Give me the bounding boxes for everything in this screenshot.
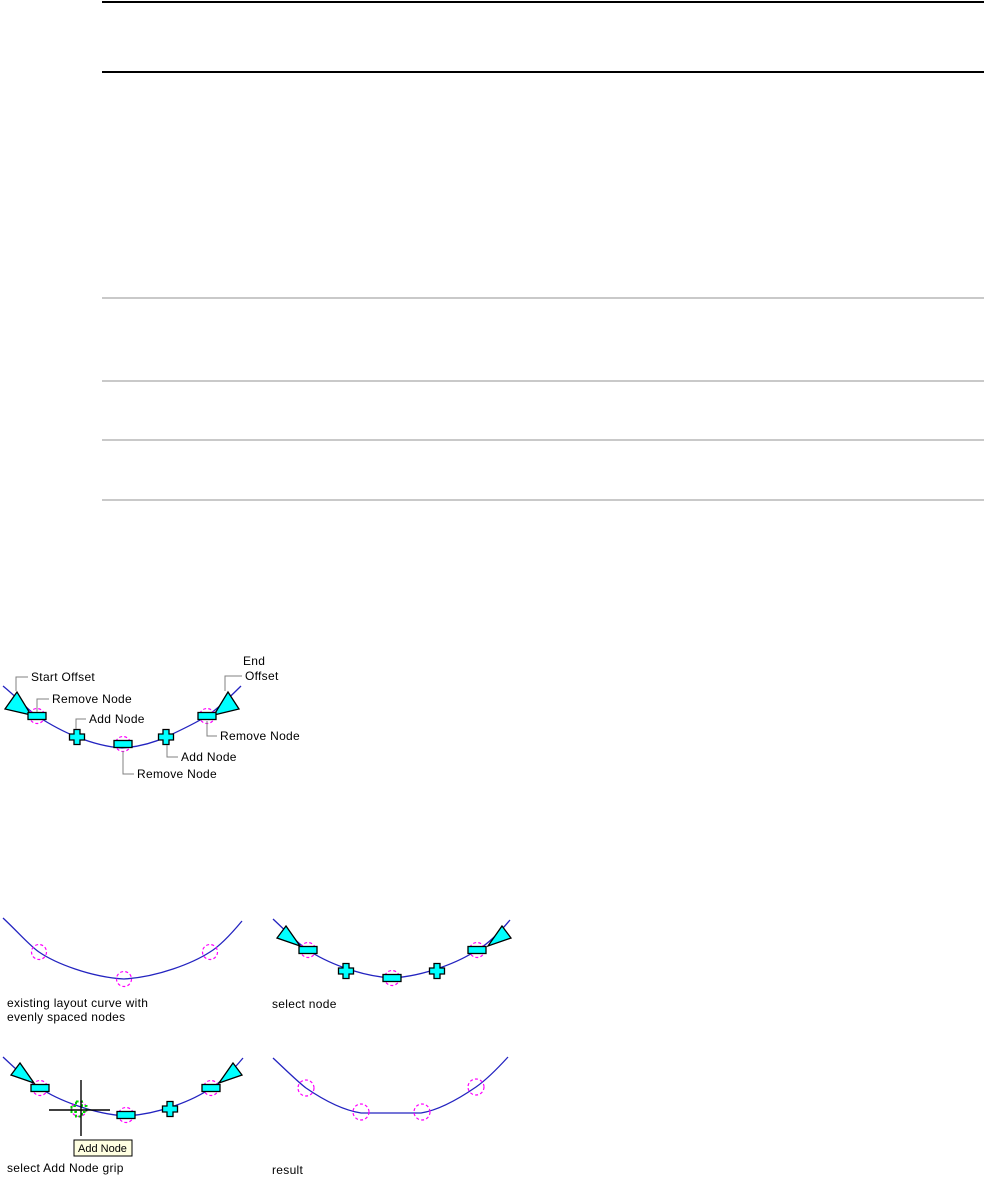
row-divider-3	[102, 439, 984, 441]
node-marker	[352, 1103, 370, 1121]
selected-add-node-grip	[70, 1100, 88, 1118]
remove-node-grip	[116, 1110, 136, 1120]
remove-node-grip	[201, 1083, 221, 1093]
end-offset-grip	[486, 924, 513, 948]
start-offset-grip	[3, 690, 33, 716]
label-start-offset: Start Offset	[31, 670, 95, 684]
remove-node-grip	[298, 945, 318, 955]
row-divider-2	[102, 380, 984, 382]
label-remove-node-right: Remove Node	[220, 729, 300, 743]
start-offset-grip	[275, 924, 302, 948]
label-end-offset-line2: Offset	[245, 669, 279, 683]
node-marker	[467, 1078, 485, 1096]
grip-tooltip-label: Add Node	[78, 1143, 127, 1155]
leader-line	[122, 751, 134, 775]
node-marker	[297, 1079, 315, 1097]
step2-caption: select node	[272, 997, 337, 1011]
add-node-grip	[157, 728, 175, 746]
label-remove-node-left: Remove Node	[52, 692, 132, 706]
leader-line	[206, 721, 217, 737]
top-rule-1	[102, 1, 984, 3]
step4-caption: result	[272, 1163, 304, 1177]
grip-tooltip	[73, 1139, 133, 1157]
node-marker	[115, 970, 133, 988]
node-marker	[201, 943, 219, 961]
label-end-offset-line1: End	[243, 654, 265, 668]
node-marker	[70, 1100, 88, 1118]
leader-line	[36, 698, 49, 712]
step2-select-node-figure: select node	[272, 918, 513, 1011]
step3-select-add-node-figure: Add Node select Add Node grip	[2, 1056, 244, 1175]
layout-curve	[2, 917, 243, 980]
label-remove-node-center: Remove Node	[137, 767, 217, 781]
grip-legend-figure: Start Offset Remove Node Add Node Remove…	[2, 654, 300, 781]
step3-caption: select Add Node grip	[7, 1161, 124, 1175]
node-marker	[413, 1103, 431, 1121]
label-add-node-left: Add Node	[89, 712, 145, 726]
leader-line	[224, 675, 242, 691]
remove-node-grip	[382, 973, 402, 983]
label-add-node-right: Add Node	[181, 750, 237, 764]
layout-curve	[272, 1056, 509, 1114]
add-node-grip	[337, 962, 355, 980]
step1-existing-curve-figure: existing layout curve with evenly spaced…	[2, 917, 243, 1024]
leader-line	[166, 745, 178, 758]
leader-line	[15, 676, 28, 691]
end-offset-grip	[212, 690, 241, 716]
top-rule-2	[102, 71, 984, 73]
step4-result-figure: result	[272, 1056, 509, 1177]
step1-caption-line2: evenly spaced nodes	[7, 1010, 125, 1024]
remove-node-grip	[27, 711, 47, 721]
row-divider-4	[102, 499, 984, 501]
remove-node-grip	[467, 945, 487, 955]
row-divider-1	[102, 297, 984, 299]
step1-caption-line1: existing layout curve with	[7, 996, 148, 1010]
node-marker	[30, 943, 48, 961]
remove-node-grip	[30, 1083, 50, 1093]
add-node-grip	[68, 728, 86, 746]
remove-node-grip	[113, 739, 133, 749]
start-offset-grip	[9, 1061, 36, 1085]
add-node-grip	[428, 962, 446, 980]
end-offset-grip	[217, 1061, 244, 1085]
add-node-grip	[161, 1100, 179, 1118]
leader-line	[75, 718, 86, 729]
remove-node-grip	[197, 711, 217, 721]
